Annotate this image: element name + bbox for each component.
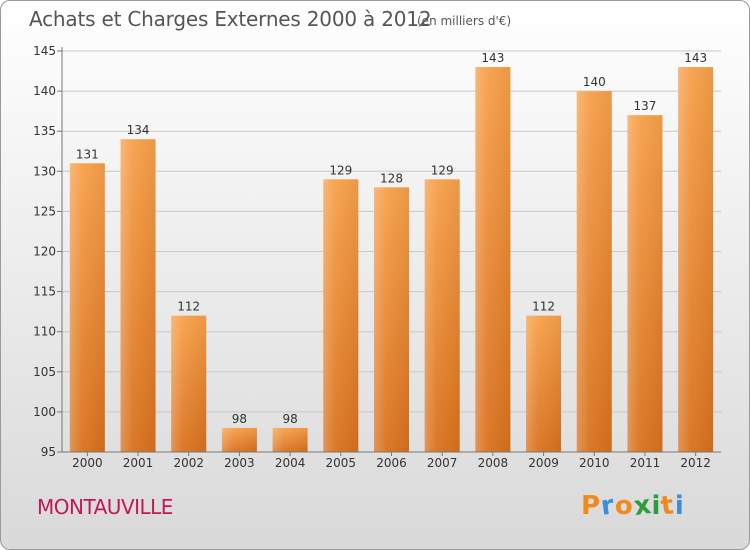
chart-subtitle: (en milliers d'€) xyxy=(417,14,512,28)
y-tick-label: 120 xyxy=(33,245,56,259)
y-tick-label: 110 xyxy=(33,325,56,339)
y-tick-label: 140 xyxy=(33,84,56,98)
bar-shine xyxy=(323,179,359,452)
proxiti-logo: Proxiti xyxy=(581,489,685,523)
bar-shine xyxy=(272,427,308,452)
bar-shine xyxy=(475,67,511,452)
bar-shine xyxy=(120,139,156,452)
bar-shine xyxy=(627,115,663,452)
x-tick-label: 2010 xyxy=(579,456,610,470)
y-tick-label: 130 xyxy=(33,164,56,178)
data-label: 131 xyxy=(76,147,99,161)
data-label: 143 xyxy=(481,51,504,65)
bar-shine xyxy=(526,315,562,452)
x-tick-label: 2012 xyxy=(680,456,711,470)
bars-layer xyxy=(69,67,714,452)
y-tick-label: 145 xyxy=(33,44,56,58)
x-tick-label: 2009 xyxy=(528,456,559,470)
bar-shine xyxy=(171,315,207,452)
bar-shine xyxy=(576,91,612,452)
data-label: 129 xyxy=(431,163,454,177)
x-tick-label: 2005 xyxy=(326,456,357,470)
data-label: 98 xyxy=(282,412,297,426)
data-label: 98 xyxy=(232,412,247,426)
x-tick-label: 2004 xyxy=(275,456,306,470)
x-tick-label: 2003 xyxy=(224,456,255,470)
y-tick-label: 95 xyxy=(41,445,56,459)
x-tick-label: 2001 xyxy=(123,456,154,470)
bar-shine xyxy=(69,163,105,452)
axis-layer: 95 100 105 110 115 120 125 130 135 140 145 2000 2001… xyxy=(33,44,721,470)
bar-shine xyxy=(424,179,460,452)
y-tick-label: 100 xyxy=(33,405,56,419)
bar-shine xyxy=(221,427,257,452)
data-label: 128 xyxy=(380,171,403,185)
y-tick-label: 105 xyxy=(33,365,56,379)
x-tick-label: 2000 xyxy=(72,456,103,470)
data-label: 112 xyxy=(532,300,555,314)
x-tick-label: 2008 xyxy=(478,456,509,470)
data-label: 140 xyxy=(583,75,606,89)
labels-layer: 131 134 112 98 98 129 128 129 143 112 140 137 143 xyxy=(76,51,707,426)
chart-title: Achats et Charges Externes 2000 à 2012 xyxy=(29,7,432,31)
y-tick-label: 135 xyxy=(33,124,56,138)
data-label: 143 xyxy=(684,51,707,65)
data-label: 137 xyxy=(634,99,657,113)
bar-shine xyxy=(374,187,409,452)
y-tick-label: 115 xyxy=(33,285,56,299)
x-tick-label: 2006 xyxy=(376,456,407,470)
y-tick-label: 125 xyxy=(33,204,56,218)
x-tick-label: 2007 xyxy=(427,456,458,470)
x-tick-label: 2011 xyxy=(630,456,661,470)
data-label: 134 xyxy=(127,123,150,137)
data-label: 112 xyxy=(177,300,200,314)
data-label: 129 xyxy=(329,163,352,177)
bar-shine xyxy=(678,67,714,452)
x-tick-label: 2002 xyxy=(173,456,204,470)
commune-name: MONTAUVILLE xyxy=(37,495,173,519)
